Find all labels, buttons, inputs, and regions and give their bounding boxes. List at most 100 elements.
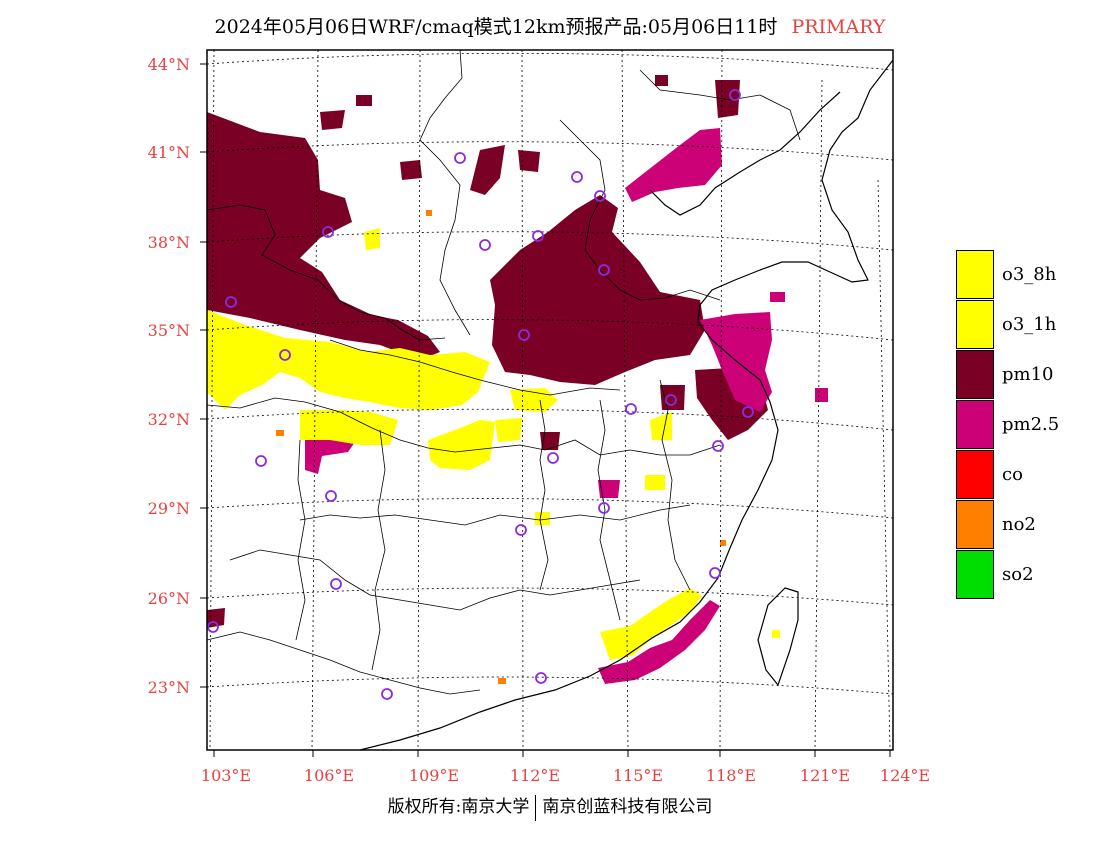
o3-area (645, 475, 665, 490)
province-border (207, 631, 481, 695)
lon-label: 112°E (509, 766, 561, 785)
o3-area (772, 630, 780, 638)
legend-item: co (956, 450, 1096, 500)
footer-divider (535, 794, 537, 821)
legend-swatch (956, 250, 994, 299)
coastline (649, 91, 841, 216)
station-marker (515, 524, 527, 536)
legend-label: no2 (1002, 514, 1036, 535)
pm25-area (598, 600, 720, 684)
legend-swatch (956, 450, 994, 499)
lat-label: 29°N (147, 499, 190, 518)
lon-label: 124°E (879, 766, 931, 785)
lat-label: 41°N (147, 143, 190, 162)
lon-label: 106°E (303, 766, 355, 785)
station-marker (454, 152, 466, 164)
station-marker (532, 230, 544, 242)
legend-label: pm2.5 (1002, 414, 1060, 435)
legend-item: pm2.5 (956, 400, 1096, 450)
pm10-area (207, 112, 440, 360)
lon-label: 103°E (200, 766, 252, 785)
lat-label: 44°N (147, 55, 190, 74)
station-marker (279, 349, 291, 361)
coastline (359, 59, 893, 750)
title-tag: PRIMARY (791, 16, 886, 38)
station-marker (729, 89, 741, 101)
province-border (229, 549, 641, 611)
pm10-area (470, 145, 505, 195)
pm10-area (490, 195, 705, 385)
legend-swatch (956, 400, 994, 449)
boundaries (207, 50, 893, 750)
station-markers (207, 89, 754, 700)
lat-label: 23°N (147, 678, 190, 697)
no2-area (720, 540, 726, 546)
province-border (371, 429, 386, 671)
copyright-company: 南京创蓝科技有限公司 (542, 797, 713, 817)
station-marker (712, 440, 724, 452)
station-marker (322, 226, 334, 238)
no2-area (276, 430, 284, 436)
province-border (207, 204, 446, 341)
station-marker (518, 329, 530, 341)
station-marker (709, 567, 721, 579)
o3-area (535, 512, 550, 525)
lon-label: 121°E (799, 766, 851, 785)
legend-label: co (1002, 464, 1023, 485)
station-marker (207, 621, 219, 633)
no2-area (426, 210, 432, 216)
station-marker (594, 190, 606, 202)
pm10-area (518, 150, 540, 172)
pm10-area (207, 240, 250, 290)
pm10-area (207, 608, 225, 628)
legend-item: o3_1h (956, 300, 1096, 350)
pm25-area (700, 312, 772, 412)
o3-area (428, 420, 495, 470)
pm25-area (815, 388, 828, 402)
province-border (299, 504, 691, 526)
lon-label: 115°E (612, 766, 664, 785)
province-border (597, 399, 621, 621)
station-marker (625, 403, 637, 415)
o3-area (300, 410, 398, 445)
pm10-area (320, 110, 345, 130)
lat-label: 35°N (147, 321, 190, 340)
legend-swatch (956, 550, 994, 599)
station-marker (598, 264, 610, 276)
o3-area (600, 588, 702, 660)
legend-label: pm10 (1002, 364, 1054, 385)
pm10-area (356, 95, 372, 106)
graticule (207, 50, 893, 750)
station-marker (598, 502, 610, 514)
taiwan-outline (757, 587, 799, 687)
station-marker (225, 296, 237, 308)
lat-label: 26°N (147, 589, 190, 608)
legend-item: pm10 (956, 350, 1096, 400)
title-main: 2024年05月06日WRF/cmaq模式12km预报产品:05月06日11时 (214, 16, 778, 38)
legend-label: so2 (1002, 564, 1034, 585)
lat-label: 38°N (147, 233, 190, 252)
station-marker (479, 239, 491, 251)
station-marker (547, 452, 559, 464)
pm10-area (540, 432, 560, 450)
station-marker (325, 490, 337, 502)
station-marker (535, 672, 547, 684)
legend-item: no2 (956, 500, 1096, 550)
station-marker (665, 394, 677, 406)
legend-item: o3_8h (956, 250, 1096, 300)
copyright-footer: 版权所有:南京大学 南京创蓝科技有限公司 (0, 792, 1100, 821)
province-border (559, 119, 721, 301)
station-marker (742, 406, 754, 418)
province-border (539, 399, 549, 591)
legend-swatch (956, 300, 994, 349)
legend-swatch (956, 500, 994, 549)
legend-label: o3_8h (1002, 264, 1057, 285)
lon-label: 118°E (705, 766, 757, 785)
legend-swatch (956, 350, 994, 399)
province-border (295, 439, 306, 641)
province-border (639, 69, 801, 141)
no2-area (498, 678, 506, 684)
station-marker (571, 171, 583, 183)
axis-ticks (200, 63, 891, 757)
